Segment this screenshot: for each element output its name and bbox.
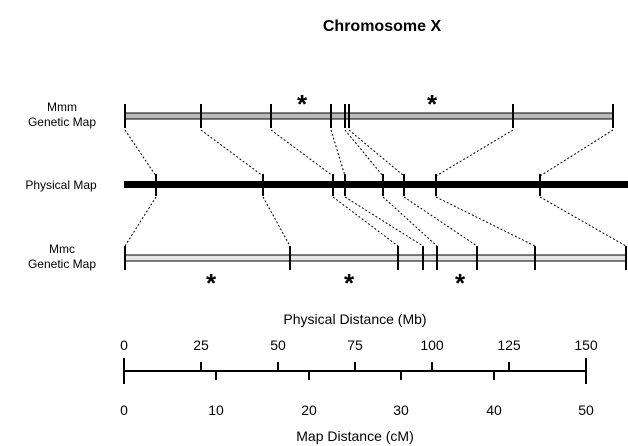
asterisk-mark: * xyxy=(455,268,466,298)
connector-line xyxy=(344,196,424,247)
physical-markers xyxy=(155,174,541,196)
mmm-markers xyxy=(124,104,614,128)
connector-line xyxy=(332,196,399,247)
mmm-map-bar xyxy=(124,112,614,120)
connector-line xyxy=(539,196,627,247)
connector-line xyxy=(200,129,264,177)
connector-line xyxy=(330,129,346,177)
physical-tick-label: 25 xyxy=(193,337,209,353)
map-tick-label: 20 xyxy=(301,402,317,418)
scale-bar xyxy=(123,358,587,384)
asterisk-mark: * xyxy=(297,89,308,119)
map-tick-label: 10 xyxy=(208,402,224,418)
map-axis-title: Map Distance (cM) xyxy=(296,428,413,444)
mmc-markers xyxy=(124,246,627,270)
connector-line xyxy=(270,129,334,177)
physical-map-bar xyxy=(124,181,628,188)
connector-line xyxy=(262,196,291,247)
map-tick-label: 0 xyxy=(120,402,128,418)
map-axis-ticks: 0 10 20 30 40 50 xyxy=(120,402,594,418)
physical-map-label: Physical Map xyxy=(25,178,97,192)
connector-line xyxy=(435,196,536,247)
map-tick-label: 30 xyxy=(393,402,409,418)
connector-line xyxy=(435,129,514,177)
asterisk-mark: * xyxy=(344,268,355,298)
physical-tick-label: 125 xyxy=(497,337,521,353)
connector-line xyxy=(124,196,157,247)
physical-to-mmc-connectors xyxy=(124,196,627,247)
connector-line xyxy=(403,196,478,247)
mmc-map-bar xyxy=(124,254,627,262)
physical-tick-label: 150 xyxy=(574,337,598,353)
connector-line xyxy=(539,129,614,177)
mmc-label-line1: Mmc xyxy=(49,242,75,256)
connector-line xyxy=(124,129,157,177)
physical-tick-label: 100 xyxy=(420,337,444,353)
connector-line xyxy=(348,129,405,177)
mmm-label-line2: Genetic Map xyxy=(28,115,96,129)
mmm-to-physical-connectors xyxy=(124,129,614,177)
physical-axis-ticks: 0 25 50 75 100 125 150 xyxy=(120,337,598,353)
mmc-genetic-map: * * * xyxy=(124,246,627,298)
map-tick-label: 50 xyxy=(578,402,594,418)
connector-line xyxy=(382,196,438,247)
physical-axis-title: Physical Distance (Mb) xyxy=(283,311,426,327)
physical-tick-label: 0 xyxy=(120,337,128,353)
map-tick-label: 40 xyxy=(486,402,502,418)
asterisk-mark: * xyxy=(206,268,217,298)
figure-title: Chromosome X xyxy=(323,18,442,35)
physical-map xyxy=(124,174,628,196)
asterisk-mark: * xyxy=(427,89,438,119)
physical-tick-label: 75 xyxy=(347,337,363,353)
connector-line xyxy=(344,129,384,177)
mmm-genetic-map: * * xyxy=(124,89,614,128)
mmm-label-line1: Mmm xyxy=(47,100,77,114)
mmc-label-line2: Genetic Map xyxy=(28,257,96,271)
physical-tick-label: 50 xyxy=(270,337,286,353)
